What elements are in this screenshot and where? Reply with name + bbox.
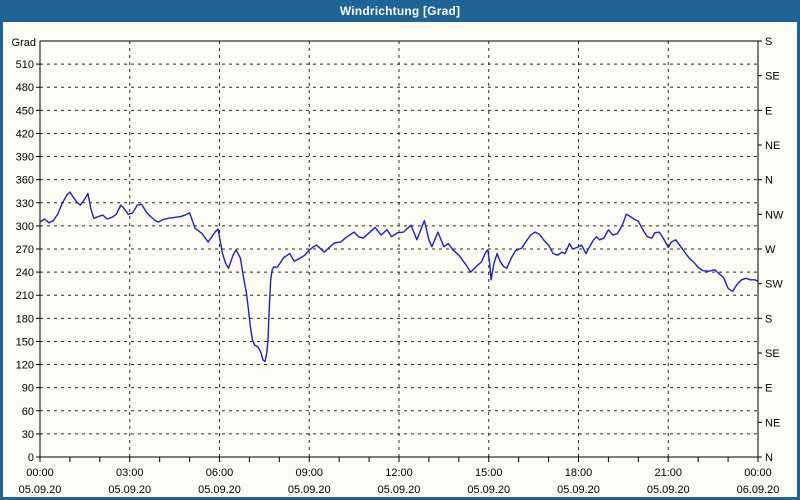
y-left-tick-label: 420 [16, 128, 34, 140]
y-left-tick-label: 150 [16, 336, 34, 348]
x-time-label: 03:00 [116, 467, 144, 479]
x-time-label: 00:00 [744, 467, 772, 479]
y-left-tick-label: 180 [16, 313, 34, 325]
y-left-tick-label: 0 [28, 452, 34, 464]
y-right-compass-label: NE [765, 140, 780, 152]
x-date-label: 05.09.20 [108, 484, 151, 496]
x-time-label: 06:00 [206, 467, 234, 479]
x-date-label: 05.09.20 [647, 484, 690, 496]
x-date-label: 05.09.20 [557, 484, 600, 496]
y-left-tick-label: 330 [16, 198, 34, 210]
page-title: Windrichtung [Grad] [339, 4, 461, 18]
x-time-label: 18:00 [565, 467, 593, 479]
x-time-label: 12:00 [385, 467, 413, 479]
y-axis-unit-label: Grad [12, 37, 36, 49]
y-left-tick-label: 90 [22, 383, 34, 395]
x-time-label: 00:00 [26, 467, 54, 479]
y-right-compass-label: E [765, 105, 772, 117]
chart-background [3, 22, 797, 497]
x-date-label: 06.09.20 [737, 484, 780, 496]
x-date-label: 05.09.20 [288, 484, 331, 496]
y-left-tick-label: 450 [16, 105, 34, 117]
y-left-tick-label: 510 [16, 59, 34, 71]
y-right-compass-label: NE [765, 417, 780, 429]
y-right-compass-label: SW [765, 279, 783, 291]
y-right-compass-label: S [765, 313, 772, 325]
y-left-tick-label: 210 [16, 290, 34, 302]
y-left-tick-label: 480 [16, 82, 34, 94]
x-date-label: 05.09.20 [467, 484, 510, 496]
x-time-label: 15:00 [475, 467, 503, 479]
wind-direction-line [39, 191, 759, 363]
y-right-compass-label: SE [765, 71, 780, 83]
title-bar: Windrichtung [Grad] [0, 0, 800, 22]
y-right-compass-label: SE [765, 348, 780, 360]
y-left-tick-label: 390 [16, 152, 34, 164]
y-left-tick-label: 360 [16, 175, 34, 187]
x-date-label: 05.09.20 [19, 484, 62, 496]
y-left-tick-label: 300 [16, 221, 34, 233]
y-right-compass-label: S [765, 36, 772, 48]
y-right-compass-label: N [765, 452, 773, 464]
y-right-compass-label: W [765, 244, 776, 256]
x-time-label: 09:00 [295, 467, 323, 479]
y-right-compass-label: E [765, 383, 772, 395]
x-date-label: 05.09.20 [198, 484, 241, 496]
y-right-compass-label: NW [765, 209, 784, 221]
x-time-label: 21:00 [654, 467, 682, 479]
y-left-tick-label: 60 [22, 406, 34, 418]
y-left-tick-label: 120 [16, 360, 34, 372]
x-date-label: 05.09.20 [378, 484, 421, 496]
y-left-tick-label: 30 [22, 429, 34, 441]
y-left-tick-label: 240 [16, 267, 34, 279]
y-left-tick-label: 270 [16, 244, 34, 256]
y-right-compass-label: N [765, 175, 773, 187]
